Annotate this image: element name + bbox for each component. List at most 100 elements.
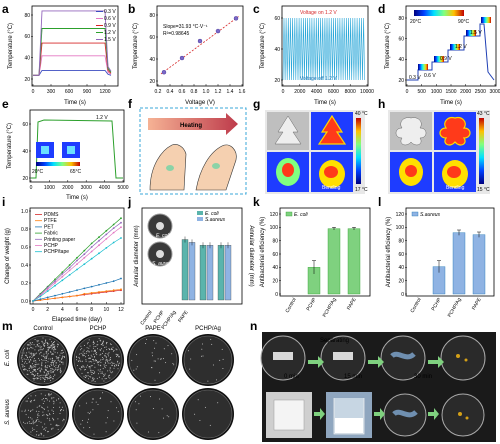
panel-l-bar [472, 234, 486, 295]
panel-label-h: h [378, 97, 385, 111]
colony [25, 369, 27, 371]
colony [33, 355, 34, 356]
colony [48, 377, 50, 379]
panel-d-ylabel: Temperature (°C) [385, 23, 391, 69]
colony [151, 352, 153, 354]
colony [104, 378, 106, 380]
colony [114, 365, 116, 367]
colony [93, 363, 95, 365]
colony [49, 346, 51, 348]
colony [112, 350, 114, 352]
colony [44, 368, 46, 370]
colony [133, 369, 135, 371]
colony [50, 372, 52, 374]
colony [46, 417, 48, 419]
colony [85, 374, 87, 376]
colony [31, 354, 33, 356]
colony [40, 378, 42, 380]
colony [109, 377, 111, 379]
panel-l-ylabel: Antibacterial efficiency (%) [386, 217, 392, 288]
colony [21, 359, 23, 361]
colony [45, 342, 47, 344]
colony [36, 363, 38, 365]
colony [97, 404, 99, 405]
colony [91, 365, 93, 367]
colony [97, 361, 99, 363]
panel-a-xtick: 300 [47, 89, 56, 95]
colony [91, 373, 93, 375]
colony [57, 360, 59, 361]
colony [99, 364, 101, 366]
colony [159, 398, 161, 400]
panel-label-n: n [250, 319, 257, 333]
tree-shape-icon [274, 115, 302, 145]
colony [26, 352, 28, 354]
panel-i-ytick: 1.0 [21, 209, 28, 215]
colony [28, 370, 30, 372]
colony [31, 357, 33, 359]
colony [62, 349, 64, 351]
colony [160, 359, 162, 360]
colony [36, 344, 38, 346]
colony [45, 356, 47, 358]
panel-i-point [90, 242, 93, 245]
colony [101, 371, 103, 373]
panel-i-point [98, 252, 100, 255]
colony [107, 353, 109, 355]
colony [30, 352, 32, 354]
panel-label-g: g [253, 97, 260, 111]
colony [38, 411, 40, 412]
colony [61, 355, 63, 357]
colony [53, 370, 55, 372]
colony [46, 375, 48, 377]
panel-a-ytick: 40 [24, 55, 30, 61]
panel-a-ytick: 80 [24, 13, 30, 19]
panel-l-bar [452, 232, 466, 295]
panel-k-ytick: 0 [275, 292, 278, 298]
colony [48, 347, 50, 349]
colony [39, 375, 41, 377]
colony [40, 433, 42, 435]
panel-c-cycles [282, 17, 365, 81]
colony [43, 372, 45, 374]
panel-k-category: Control [284, 297, 297, 314]
colony [104, 361, 106, 363]
colony [40, 421, 42, 423]
colony [42, 349, 44, 351]
panel-d: 20°C 90°C 0.3 V 0.6 V 0.9 V 1.2 V 1.5 V … [385, 5, 500, 106]
panel-i-point [68, 295, 71, 298]
colony [38, 358, 40, 360]
panel-c-ylabel: Temperature (°C) [260, 23, 266, 69]
colony [97, 369, 99, 371]
panel-i-point [83, 249, 86, 252]
colony [46, 377, 48, 379]
colony [117, 363, 119, 365]
colony [106, 359, 107, 361]
panel-a: 0.3 V0.6 V0.9 V1.2 V1.5 V Temperature (°… [8, 5, 119, 106]
colony [172, 363, 174, 364]
colony [38, 377, 40, 379]
colony [57, 428, 59, 430]
colony [90, 411, 92, 413]
colony [56, 358, 58, 360]
colony [78, 356, 80, 358]
colony [55, 356, 57, 357]
colony [31, 347, 32, 349]
colony [91, 356, 93, 358]
panel-i-point [120, 217, 122, 220]
panel-b-ylabel: Temperature (°C) [133, 23, 139, 69]
colony [62, 420, 64, 422]
panel-a-ytick: 20 [24, 77, 30, 83]
colony [43, 377, 45, 379]
colony [48, 348, 49, 350]
colony [85, 360, 87, 362]
panel-i-point [61, 271, 64, 274]
colony [41, 399, 43, 401]
panel-n-arrow-4-icon [314, 408, 325, 420]
colony [117, 411, 119, 413]
panel-h-scale-min: 15 °C [477, 187, 490, 193]
panel-i-point [90, 246, 93, 248]
colony [42, 403, 44, 404]
colony [99, 349, 101, 351]
colony [26, 373, 28, 375]
